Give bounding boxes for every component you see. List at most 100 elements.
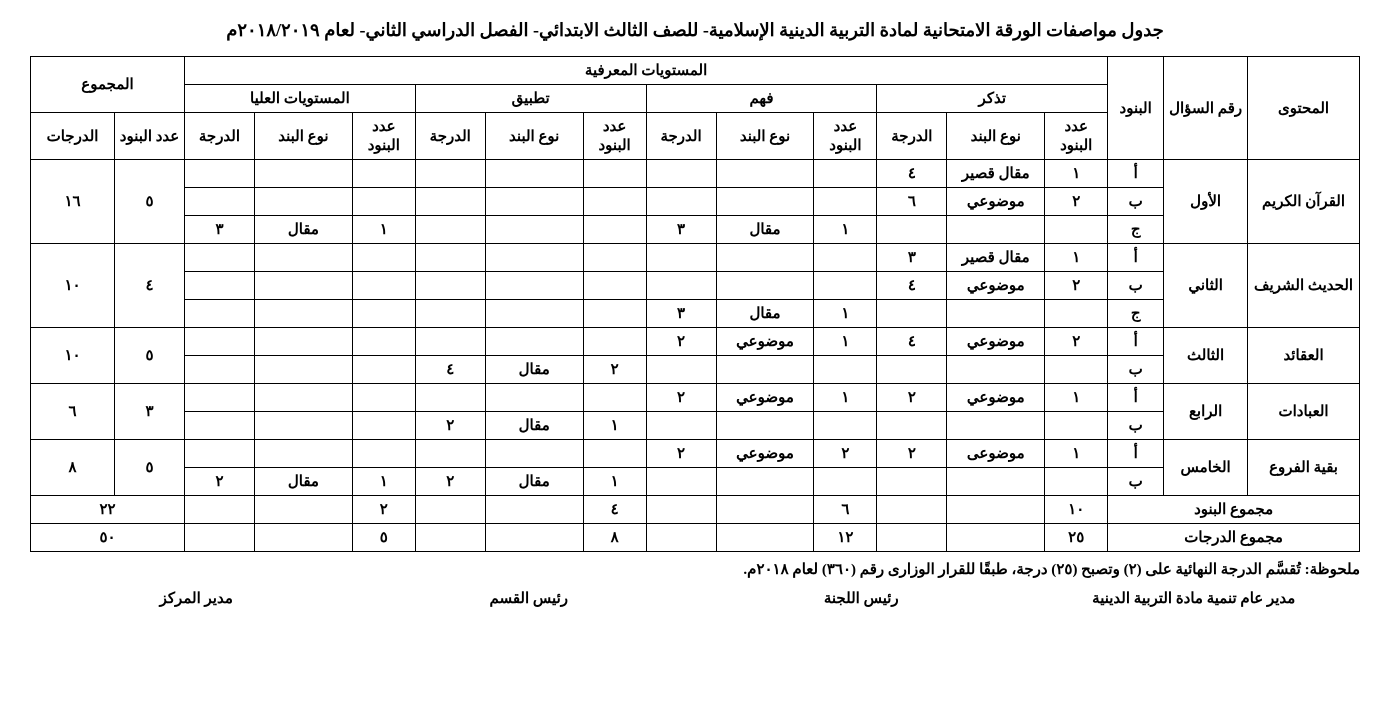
- cell-r-n: [1045, 216, 1108, 244]
- cell-h-d: [185, 188, 255, 216]
- cell-u-t: مقال: [716, 216, 814, 244]
- cell-h-t: [254, 440, 352, 468]
- cell-u-n: ١: [814, 328, 877, 356]
- cell-total-items: ٣: [115, 384, 185, 440]
- cell-r-d: ٣: [877, 244, 947, 272]
- cell-a-d: [415, 216, 485, 244]
- totals-cell: ٦: [814, 496, 877, 524]
- cell-a-n: [583, 160, 646, 188]
- cell-r-d: ٤: [877, 328, 947, 356]
- cell-r-d: [877, 300, 947, 328]
- cell-r-n: ١: [1045, 440, 1108, 468]
- cell-a-d: [415, 244, 485, 272]
- cell-r-d: ٤: [877, 160, 947, 188]
- cell-u-t: موضوعي: [716, 328, 814, 356]
- cell-u-n: [814, 160, 877, 188]
- cell-u-n: [814, 244, 877, 272]
- cell-h-d: ٢: [185, 468, 255, 496]
- cell-h-n: [352, 160, 415, 188]
- cell-h-n: [352, 188, 415, 216]
- cell-band: أ: [1108, 440, 1164, 468]
- table-row: بقية الفروعالخامسأ١موضوعى٢٢موضوعي٢٥٨: [31, 440, 1360, 468]
- cell-u-d: [646, 244, 716, 272]
- cell-a-t: [485, 188, 583, 216]
- cell-band: ج: [1108, 216, 1164, 244]
- cell-u-n: ١: [814, 216, 877, 244]
- cell-h-d: [185, 244, 255, 272]
- cell-a-n: [583, 384, 646, 412]
- cell-band: أ: [1108, 160, 1164, 188]
- cell-u-t: [716, 272, 814, 300]
- totals-cell: ٢: [352, 496, 415, 524]
- cell-h-d: [185, 356, 255, 384]
- cell-u-n: [814, 412, 877, 440]
- cell-h-d: [185, 440, 255, 468]
- totals-cell: [485, 524, 583, 552]
- totals-cell: [254, 524, 352, 552]
- hdr-question-no: رقم السؤال: [1164, 57, 1248, 160]
- cell-u-d: [646, 356, 716, 384]
- cell-h-d: [185, 272, 255, 300]
- cell-h-n: [352, 328, 415, 356]
- hdr-apply: تطبيق: [415, 85, 646, 113]
- hdr-u-d: الدرجة: [646, 113, 716, 160]
- cell-u-n: [814, 468, 877, 496]
- cell-r-n: [1045, 412, 1108, 440]
- sig-director-general: مدير عام تنمية مادة التربية الدينية: [1028, 589, 1361, 608]
- cell-h-d: [185, 412, 255, 440]
- totals-cell: [485, 496, 583, 524]
- cell-r-d: [877, 468, 947, 496]
- cell-h-n: [352, 440, 415, 468]
- cell-u-t: [716, 356, 814, 384]
- cell-band: أ: [1108, 244, 1164, 272]
- cell-r-t: مقال قصير: [947, 160, 1045, 188]
- cell-u-n: ٢: [814, 440, 877, 468]
- cell-a-t: [485, 272, 583, 300]
- cell-h-n: [352, 244, 415, 272]
- cell-question-no: الأول: [1164, 160, 1248, 244]
- cell-a-d: [415, 188, 485, 216]
- hdr-u-t: نوع البند: [716, 113, 814, 160]
- cell-a-n: [583, 216, 646, 244]
- cell-total-degrees: ١٠: [31, 328, 115, 384]
- cell-h-d: ٣: [185, 216, 255, 244]
- totals-cell: [877, 496, 947, 524]
- hdr-h-n: عدد البنود: [352, 113, 415, 160]
- cell-u-d: [646, 160, 716, 188]
- cell-band: أ: [1108, 328, 1164, 356]
- cell-u-t: موضوعي: [716, 384, 814, 412]
- cell-u-d: ٣: [646, 300, 716, 328]
- sig-committee-head: رئيس اللجنة: [695, 589, 1028, 608]
- cell-u-d: [646, 272, 716, 300]
- cell-u-n: [814, 272, 877, 300]
- totals-cell: [716, 524, 814, 552]
- totals-cell: [877, 524, 947, 552]
- cell-a-d: [415, 272, 485, 300]
- cell-u-d: [646, 412, 716, 440]
- cell-a-t: [485, 216, 583, 244]
- cell-band: ب: [1108, 356, 1164, 384]
- cell-r-t: موضوعي: [947, 272, 1045, 300]
- cell-r-n: [1045, 356, 1108, 384]
- cell-h-t: [254, 160, 352, 188]
- cell-u-d: [646, 188, 716, 216]
- table-row: ب٢موضوعي٦: [31, 188, 1360, 216]
- cell-h-n: [352, 356, 415, 384]
- cell-u-t: [716, 244, 814, 272]
- table-row: الحديث الشريفالثانيأ١مقال قصير٣٤١٠: [31, 244, 1360, 272]
- cell-r-t: [947, 356, 1045, 384]
- cell-h-n: [352, 384, 415, 412]
- cell-u-d: [646, 468, 716, 496]
- cell-h-t: مقال: [254, 468, 352, 496]
- cell-total-items: ٤: [115, 244, 185, 328]
- cell-total-degrees: ٦: [31, 384, 115, 440]
- cell-r-t: موضوعي: [947, 384, 1045, 412]
- cell-r-d: [877, 412, 947, 440]
- cell-a-d: ٢: [415, 412, 485, 440]
- cell-total-degrees: ١٠: [31, 244, 115, 328]
- table-row: ج١مقال٣١مقال٣: [31, 216, 1360, 244]
- cell-h-d: [185, 384, 255, 412]
- cell-r-n: [1045, 468, 1108, 496]
- cell-a-d: [415, 300, 485, 328]
- cell-total-degrees: ٨: [31, 440, 115, 496]
